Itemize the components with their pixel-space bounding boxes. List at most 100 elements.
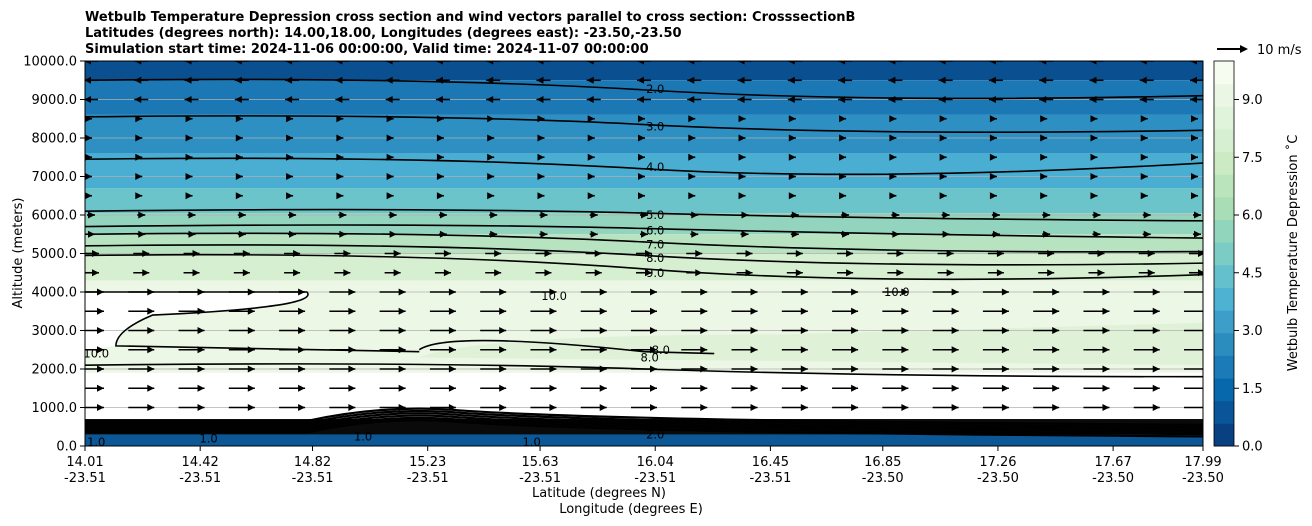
- wind-vector-head: [147, 307, 155, 315]
- wind-vector-head: [235, 153, 243, 161]
- x-tick-label-lon: -23.51: [292, 471, 334, 486]
- wind-vector-head: [135, 192, 143, 200]
- wind-vector-head: [1093, 211, 1101, 219]
- colorbar-band: [1214, 61, 1234, 85]
- wind-vector-head: [142, 269, 150, 277]
- wind-vector-head: [1140, 173, 1148, 180]
- wind-vector-head: [549, 384, 557, 392]
- wind-vector-head: [691, 230, 699, 238]
- wind-vector-head: [791, 211, 799, 219]
- wind-vector-head: [235, 173, 243, 180]
- wind-vector-head: [549, 288, 557, 296]
- y-tick-label: 5000.0: [32, 247, 78, 262]
- wind-vector-head: [1102, 365, 1110, 373]
- wind-vector-head: [587, 153, 595, 161]
- wind-vector-head: [147, 346, 155, 354]
- wind-vector-head: [795, 250, 803, 257]
- contour-6: [85, 224, 1203, 239]
- wind-vector-head: [85, 96, 91, 103]
- wind-vector-head: [247, 288, 255, 296]
- contour-8-inner: [418, 339, 715, 355]
- wind-vector-head: [147, 288, 155, 296]
- wind-vector-head: [286, 115, 294, 123]
- wind-vector-head: [386, 153, 394, 161]
- wind-vector-head: [439, 211, 447, 219]
- wind-vector-head: [448, 365, 456, 373]
- wind-vector-head: [650, 384, 657, 392]
- wind-vector-head: [85, 76, 91, 84]
- wind-vector-head: [97, 288, 104, 296]
- wind-vector-head: [97, 346, 104, 354]
- contour-label: 10.0: [541, 289, 567, 303]
- fill-moist-region: [419, 322, 1203, 366]
- wind-vector-head: [247, 384, 255, 392]
- wind-vector-head: [838, 61, 846, 65]
- wind-vector-head: [537, 192, 545, 200]
- contour-label: 10.0: [83, 347, 109, 361]
- wind-vector-head: [188, 211, 196, 219]
- wind-vector-head: [896, 269, 904, 277]
- wind-vector-head: [842, 230, 850, 238]
- wind-vector-head: [298, 288, 306, 296]
- wind-vector-head: [192, 269, 200, 277]
- wind-vector-head: [800, 346, 808, 354]
- wind-vector-head: [97, 404, 104, 411]
- wind-vector-head: [787, 76, 795, 84]
- wind-vector-head: [537, 153, 545, 161]
- contour-label: 10.0: [884, 285, 910, 299]
- x-axis-ticks: 14.01-23.5114.42-23.5114.82-23.5115.23-2…: [64, 446, 1224, 486]
- wind-vector-head: [499, 327, 507, 334]
- wind-vector-head: [587, 134, 595, 142]
- wind-vector-head: [499, 307, 507, 315]
- wind-vector-head: [348, 327, 356, 334]
- colorbar-band: [1214, 196, 1234, 221]
- wind-vector-head: [687, 61, 695, 65]
- wind-vector-head: [1191, 153, 1198, 161]
- x-tick-label-lat: 14.01: [66, 455, 103, 470]
- wind-vector-head: [800, 404, 808, 411]
- wind-vector-head: [289, 230, 297, 238]
- wind-vector-head: [234, 61, 242, 65]
- wind-vector-head: [939, 192, 947, 200]
- wind-vector-head: [1140, 134, 1148, 142]
- wind-vector-head: [838, 96, 846, 103]
- wind-vector-head: [989, 134, 997, 142]
- wind-vector-head: [599, 288, 607, 296]
- wind-vector-head: [436, 115, 444, 123]
- x-tick-label-lat: 17.26: [979, 455, 1016, 470]
- colorbar-band: [1214, 242, 1234, 266]
- fill-band-5: [85, 188, 1203, 214]
- wind-vector-head: [896, 250, 904, 257]
- wind-vector-head: [839, 115, 847, 123]
- wind-vector-head: [339, 230, 347, 238]
- wind-vector-head: [443, 250, 451, 257]
- wind-vector-head: [537, 115, 545, 123]
- colorbar-band: [1214, 378, 1234, 402]
- wind-vector-head: [988, 61, 996, 65]
- wind-vector-head: [638, 153, 645, 161]
- wind-vector-head: [901, 365, 909, 373]
- wind-vector-head: [637, 76, 644, 84]
- wind-vector-head: [888, 61, 896, 65]
- wind-vector-head: [1039, 96, 1047, 103]
- wind-vector-head: [851, 365, 859, 373]
- wind-vector-head: [1102, 384, 1110, 392]
- wind-vector-head: [398, 307, 406, 315]
- wind-vector-head: [298, 404, 306, 411]
- wind-vector-head: [951, 346, 959, 354]
- wind-vector-head: [738, 173, 746, 180]
- wind-vector-head: [97, 384, 104, 392]
- wind-vector-head: [247, 307, 255, 315]
- wind-vector-head: [851, 307, 859, 315]
- wind-vector-head: [549, 404, 557, 411]
- wind-vector-head: [234, 96, 242, 103]
- x-tick-label-lon: -23.50: [1092, 471, 1134, 486]
- wind-vector-head: [1198, 269, 1203, 277]
- colorbar-band: [1214, 106, 1234, 130]
- wind-vector-head: [97, 365, 104, 373]
- y-tick-label: 7000.0: [32, 170, 78, 185]
- wind-vector-head: [1102, 346, 1110, 354]
- wind-vector-head: [348, 307, 356, 315]
- wind-vector-head: [637, 61, 644, 65]
- contour-8: [85, 244, 1203, 266]
